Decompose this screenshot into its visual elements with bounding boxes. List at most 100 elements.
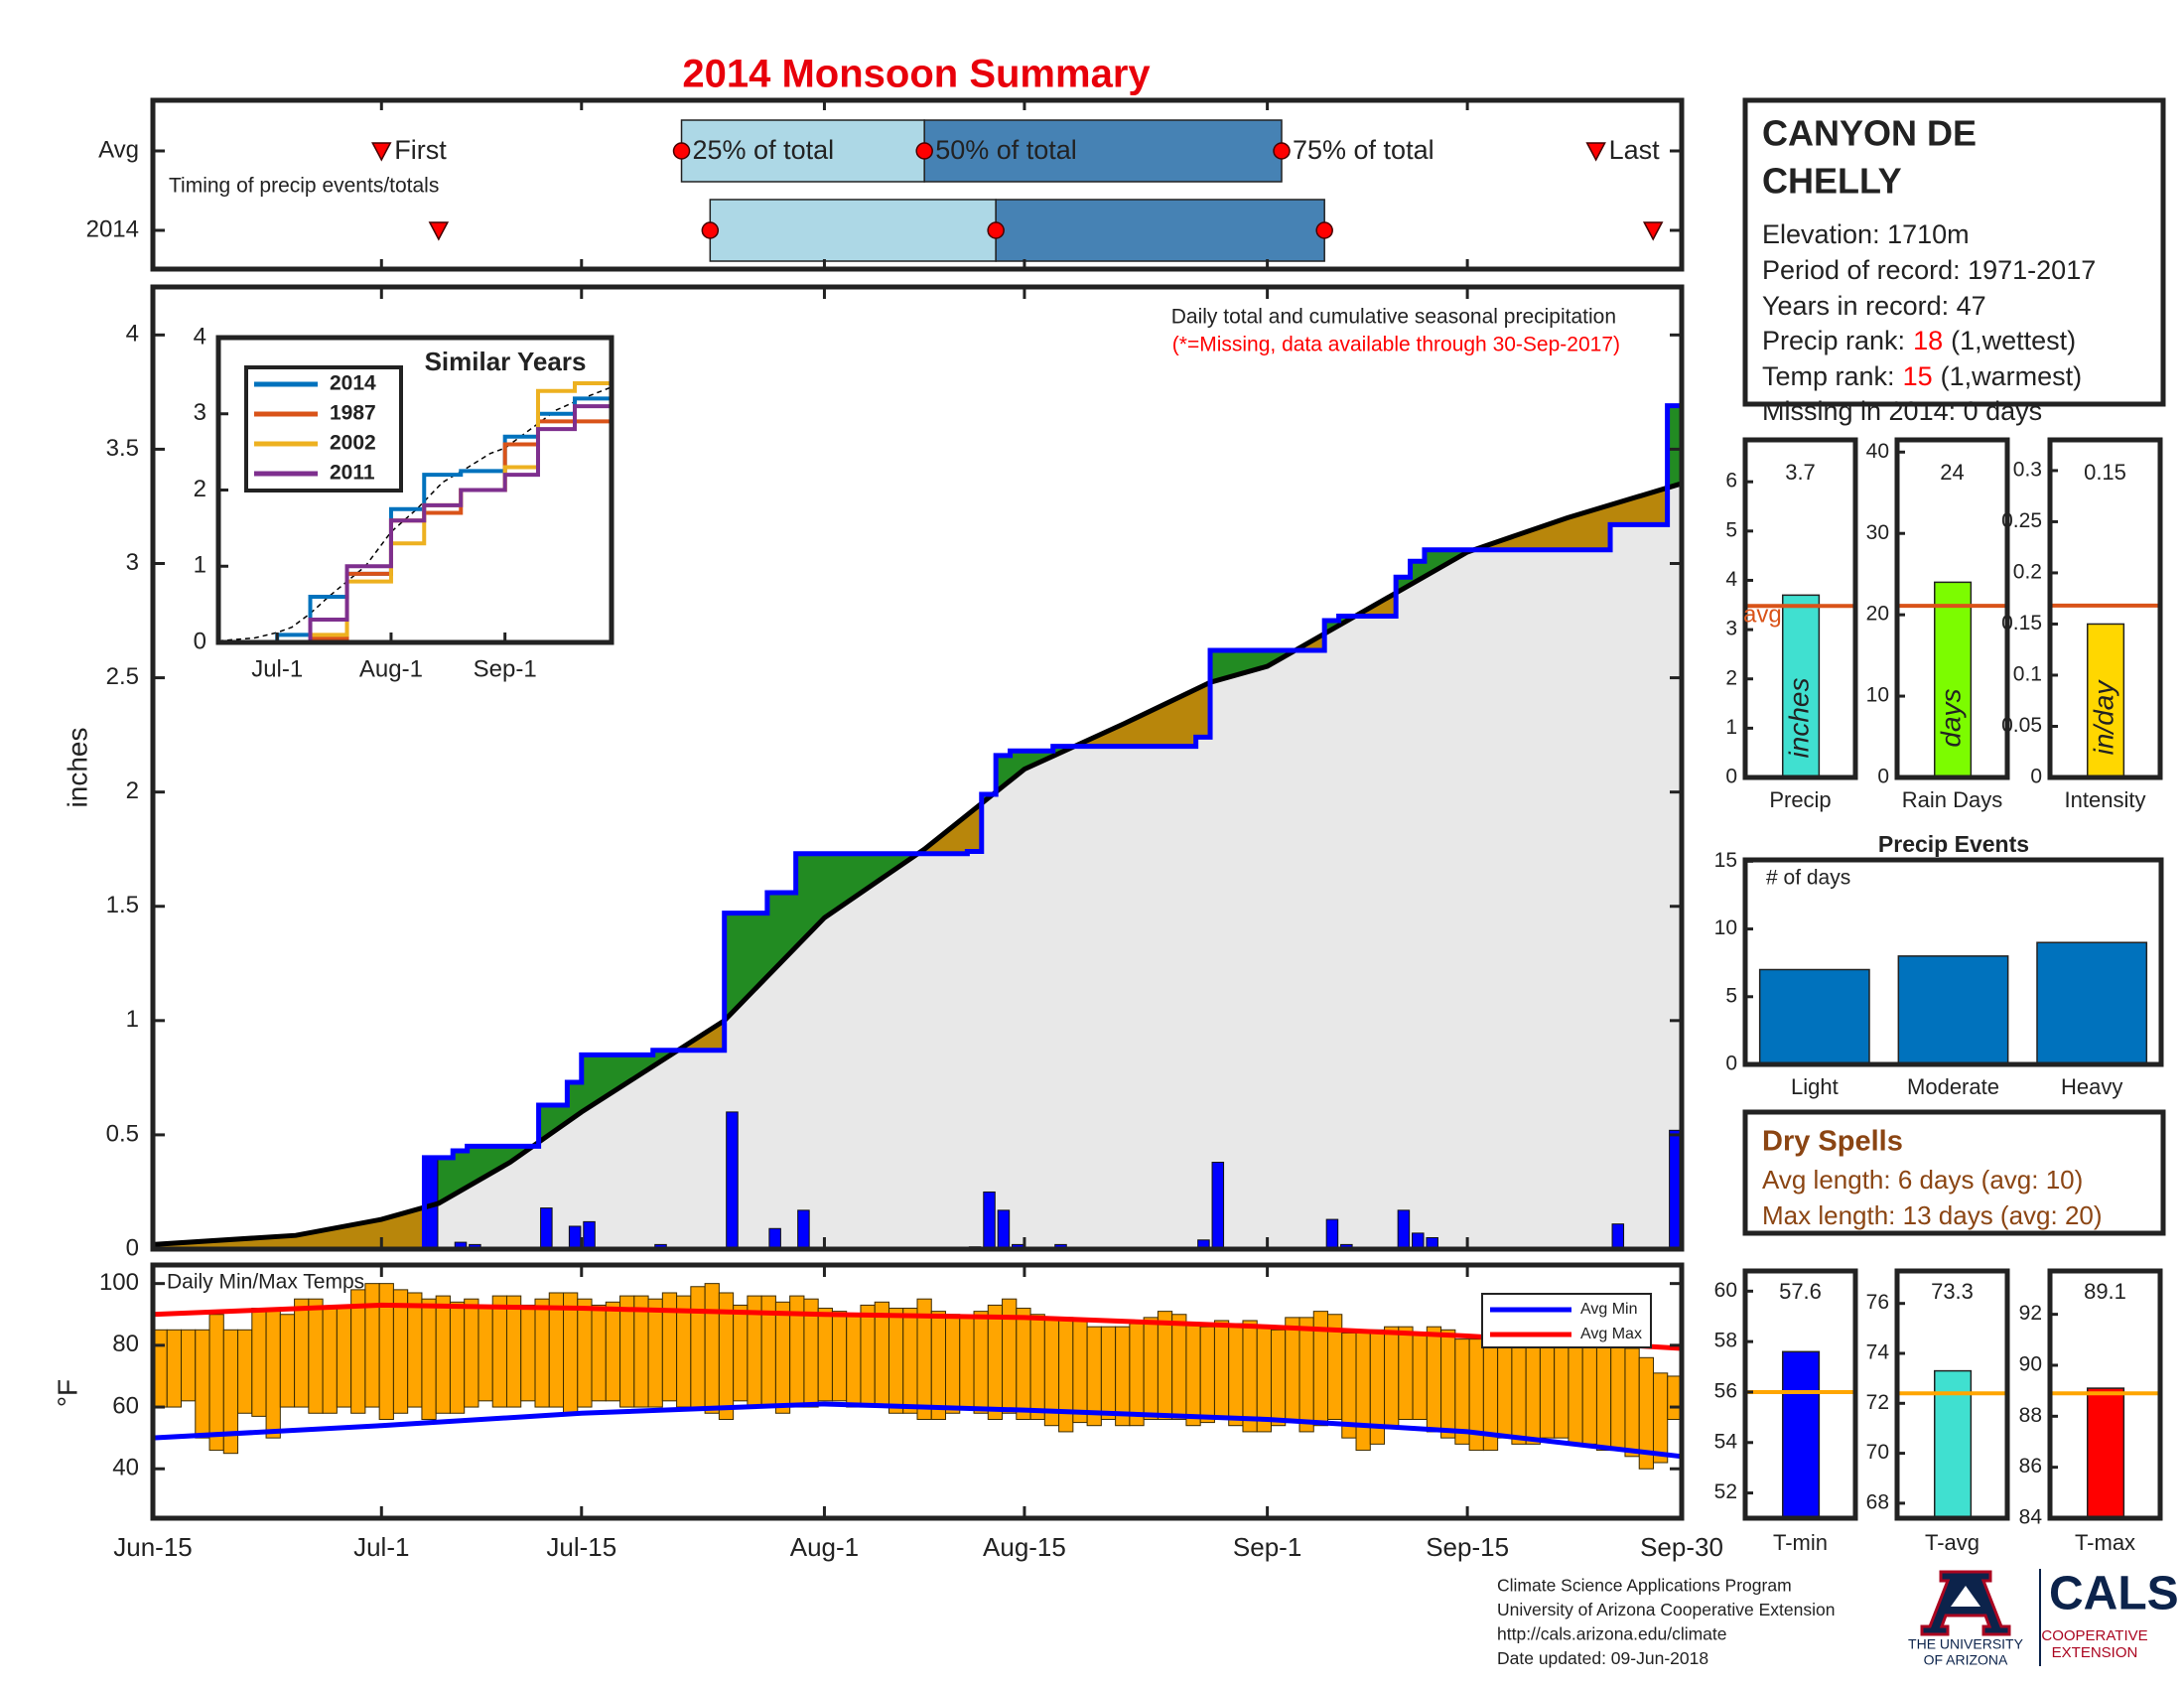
temp-bar xyxy=(1072,1320,1088,1424)
temp-bar xyxy=(902,1308,918,1414)
summary-y-tick-label: 92 xyxy=(2019,1302,2042,1325)
temp-bar xyxy=(1270,1329,1287,1427)
summary-frame xyxy=(1894,437,2010,780)
summary-frame xyxy=(2047,1268,2163,1521)
summary-frame xyxy=(1894,1268,2010,1521)
summary-bar xyxy=(1781,1350,1821,1519)
avg-temp-line xyxy=(152,1401,1683,1460)
temp-bar xyxy=(1016,1308,1031,1420)
temp-bar xyxy=(1398,1326,1414,1420)
summary-y-tick-label: 0.2 xyxy=(2013,560,2042,583)
quartile-dot xyxy=(1315,221,1333,239)
quartile-dot xyxy=(987,221,1005,239)
inset-y-tick-label: 4 xyxy=(194,323,206,350)
daily-bar xyxy=(983,1191,996,1250)
station-name: CANYON DE xyxy=(1762,113,1977,154)
temp-bar xyxy=(1554,1344,1570,1439)
temp-bar xyxy=(1624,1347,1640,1458)
daily-bar xyxy=(768,1227,781,1250)
footer-line: http://cals.arizona.edu/climate xyxy=(1497,1624,1727,1644)
dry-spells-title: Dry Spells xyxy=(1762,1126,1903,1158)
summary-y-tick-label: 0.3 xyxy=(2013,458,2042,481)
summary-x-label: Precip xyxy=(1769,787,1831,812)
temp-bar xyxy=(505,1295,522,1408)
x-tick-label: Aug-15 xyxy=(983,1532,1066,1562)
y-tick-label: 4 xyxy=(126,321,139,348)
legend-label: 2002 xyxy=(330,432,376,455)
temp-bar xyxy=(1355,1332,1371,1452)
inset-y-tick-label: 2 xyxy=(194,476,206,502)
temp-legend-box xyxy=(1481,1293,1652,1348)
daily-bar xyxy=(540,1207,553,1250)
temp-bar xyxy=(1511,1344,1527,1445)
temp-bar xyxy=(294,1298,310,1408)
info-line: Period of record: 1971-2017 xyxy=(1762,255,2096,285)
timing-frame xyxy=(150,97,1685,272)
y-axis-label: inches xyxy=(62,728,92,808)
summary-x-label: T-min xyxy=(1773,1530,1828,1555)
quartile-box-low xyxy=(709,199,997,262)
event-x-label: Heavy xyxy=(2061,1074,2122,1099)
summary-y-tick-label: 60 xyxy=(1714,1279,1737,1302)
temp-frame xyxy=(150,1262,1685,1521)
temp-bar xyxy=(208,1314,224,1452)
temp-bar xyxy=(1129,1323,1145,1427)
y-tick-label: 0 xyxy=(126,1234,139,1261)
summary-y-tick-label: 0 xyxy=(1725,766,1737,788)
temp-bar xyxy=(1199,1326,1215,1424)
summary-y-tick-label: 52 xyxy=(1714,1480,1737,1503)
summary-frame xyxy=(1742,1268,1858,1521)
y-tick-label: 3.5 xyxy=(106,435,139,462)
base-area xyxy=(153,483,1682,1249)
x-tick-label: Jul-1 xyxy=(353,1532,409,1562)
rank-line: Temp rank: 15 (1,warmest) xyxy=(1762,361,2082,391)
temp-bar xyxy=(1652,1372,1669,1464)
dry-spells-line: Max length: 13 days (avg: 20) xyxy=(1762,1200,2103,1230)
temp-bar xyxy=(945,1314,961,1414)
summary-y-tick-label: 2 xyxy=(1725,666,1737,689)
temp-bar xyxy=(322,1308,338,1414)
temp-bar xyxy=(1242,1320,1258,1433)
temp-bar xyxy=(704,1283,720,1414)
temp-bar xyxy=(1384,1326,1400,1427)
summary-x-label: Rain Days xyxy=(1902,787,2002,812)
y-tick-label: 1.5 xyxy=(106,892,139,918)
extension-name: COOPERATIVE xyxy=(2041,1627,2147,1644)
events-frame xyxy=(1742,857,2164,1067)
summary-y-tick-label: 4 xyxy=(1725,568,1737,591)
rank-suffix: (1,wettest) xyxy=(1951,326,2076,355)
temp-bar xyxy=(647,1298,663,1408)
timing-label: 50% of total xyxy=(935,135,1077,165)
event-x-label: Moderate xyxy=(1907,1074,1999,1099)
avg-temp-line xyxy=(152,1302,1683,1351)
temp-bar xyxy=(690,1286,706,1408)
temp-bar xyxy=(195,1329,210,1439)
inset-average-line xyxy=(217,386,613,642)
temp-bar xyxy=(1213,1320,1230,1420)
event-triangle xyxy=(428,221,450,241)
summary-frame xyxy=(1742,437,1858,780)
temp-bar xyxy=(1285,1317,1300,1424)
temp-bar xyxy=(166,1329,183,1408)
temp-bar xyxy=(577,1298,593,1408)
quartile-box-low xyxy=(680,119,925,183)
dry-spells-line: Avg length: 6 days (avg: 10) xyxy=(1762,1165,2083,1195)
x-tick-label: Sep-1 xyxy=(1233,1532,1301,1562)
summary-y-tick-label: 10 xyxy=(1866,684,1889,707)
temp-bar xyxy=(336,1308,352,1408)
ua-logo xyxy=(1920,1569,2041,1666)
daily-bar xyxy=(583,1220,596,1250)
event-bar xyxy=(1758,968,1870,1065)
temp-bar xyxy=(930,1311,947,1420)
summary-value-label: 24 xyxy=(1940,460,1964,485)
y-tick-label: 1 xyxy=(126,1006,139,1033)
temp-bar xyxy=(1581,1336,1597,1445)
temp-bar xyxy=(1171,1314,1187,1420)
temp-bar xyxy=(1525,1338,1541,1445)
temp-bar xyxy=(1595,1344,1612,1452)
footer-line: Climate Science Applications Program xyxy=(1497,1576,1792,1596)
summary-y-tick-label: 58 xyxy=(1714,1330,1737,1352)
summary-x-label: T-avg xyxy=(1925,1530,1979,1555)
summary-y-tick-label: 54 xyxy=(1714,1430,1738,1453)
